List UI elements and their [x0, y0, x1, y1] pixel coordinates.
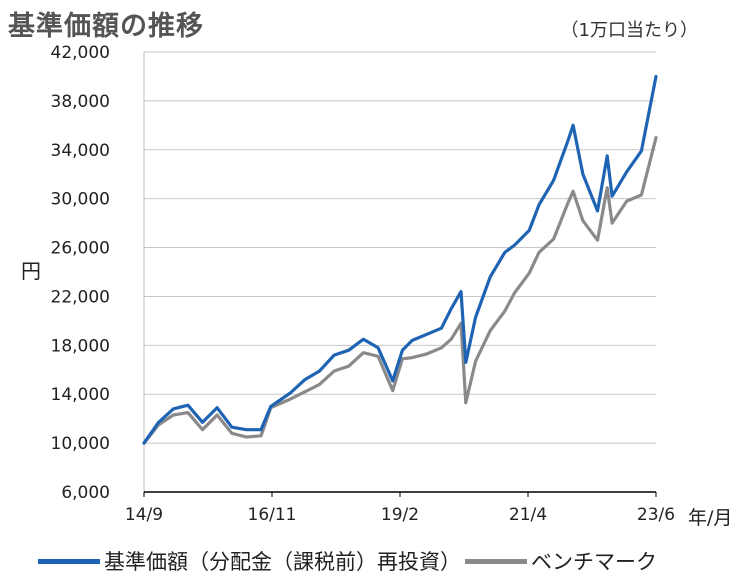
series-line-benchmark	[142, 136, 658, 445]
x-tick-label: 14/9	[125, 505, 163, 525]
y-tick-label: 34,000	[51, 141, 110, 161]
x-tick-labels: 14/9 16/11 19/2 21/4 23/6	[125, 492, 675, 525]
legend-swatch-benchmark	[465, 558, 527, 564]
series-lines	[142, 74, 658, 445]
x-tick-label: 19/2	[381, 505, 419, 525]
x-tick-label: 16/11	[248, 505, 297, 525]
y-tick-label: 10,000	[51, 434, 110, 454]
chart-title: 基準価額の推移	[8, 11, 204, 42]
x-tick-label: 21/4	[509, 505, 547, 525]
y-tick-label: 38,000	[51, 92, 110, 112]
y-tick-label: 18,000	[51, 336, 110, 356]
x-axis-label: 年/月	[688, 507, 732, 529]
y-tick-label: 26,000	[51, 239, 110, 259]
x-tick-label: 23/6	[637, 505, 675, 525]
legend: 基準価額（分配金（課税前）再投資） ベンチマーク	[38, 546, 657, 576]
y-tick-label: 30,000	[51, 190, 110, 210]
unit-note: （1万口当たり）	[560, 20, 698, 41]
y-tick-label: 14,000	[51, 385, 110, 405]
legend-label-fund: 基準価額（分配金（課税前）再投資）	[104, 550, 461, 574]
y-tick-label: 6,000	[61, 483, 110, 503]
y-axis-label: 円	[21, 259, 41, 283]
legend-label-benchmark: ベンチマーク	[531, 550, 657, 574]
y-tick-labels: 6,000 10,000 14,000 18,000 22,000 26,000 30,00…	[51, 43, 110, 503]
legend-item-benchmark: ベンチマーク	[465, 546, 657, 576]
gridlines	[143, 51, 656, 493]
y-tick-label: 42,000	[51, 43, 110, 63]
series-line-fund	[142, 74, 658, 445]
y-tick-label: 22,000	[51, 287, 110, 307]
legend-item-fund: 基準価額（分配金（課税前）再投資）	[38, 546, 461, 576]
legend-swatch-fund	[38, 558, 100, 564]
